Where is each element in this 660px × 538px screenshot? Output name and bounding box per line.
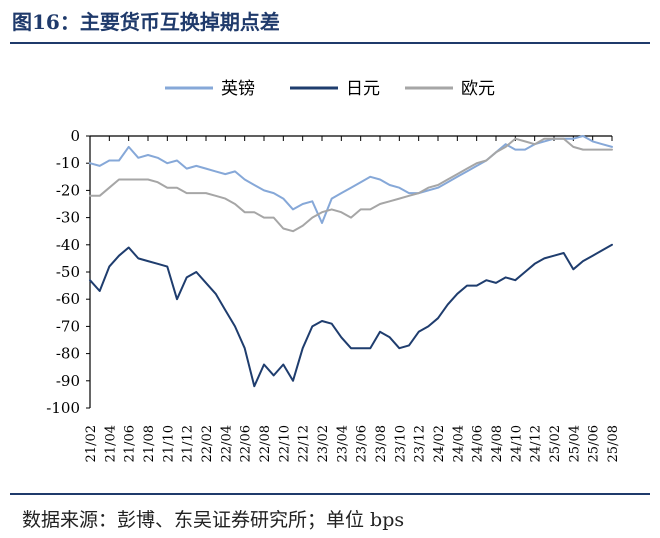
figure-title: 图16：主要货币互换掉期点差 (12, 10, 280, 34)
x-tick-label: 23/12 (413, 425, 428, 462)
x-tick-label: 22/12 (297, 425, 312, 462)
y-tick-label: -90 (56, 372, 80, 390)
y-tick-label: -80 (56, 345, 80, 363)
x-tick-label: 22/10 (277, 425, 292, 462)
x-tick-label: 23/10 (393, 425, 408, 462)
x-tick-label: 25/04 (567, 425, 582, 462)
x-tick-label: 22/04 (219, 425, 234, 462)
legend-label: 欧元 (461, 79, 495, 99)
series-line-1 (89, 135, 613, 224)
source-note: 数据来源：彭博、东吴证券研究所；单位 bps (22, 509, 405, 531)
y-tick-label: -50 (56, 263, 80, 281)
x-tick-label: 24/02 (432, 425, 447, 462)
chart-axes: 0 -10 -20 -30 -40 -50 -60 -70 -80 -90 -100 21/02 21/… (46, 127, 621, 462)
x-tick-label: 24/12 (529, 425, 544, 462)
legend-label: 英镑 (221, 79, 255, 99)
x-tick-label: 24/08 (490, 425, 505, 462)
legend-label: 日元 (346, 79, 380, 99)
top-divider (10, 42, 650, 44)
x-tick-label: 22/06 (239, 425, 254, 462)
x-tick-label: 23/06 (355, 425, 370, 462)
y-tick-label: 0 (70, 127, 80, 145)
y-tick-label: -100 (46, 399, 80, 417)
x-tick-label: 22/08 (258, 425, 273, 462)
chart-legend: 英镑 日元 欧元 (165, 79, 495, 99)
x-tick-label: 21/06 (123, 425, 138, 462)
x-tick-label: 24/04 (451, 425, 466, 462)
x-tick-label: 25/06 (587, 425, 602, 462)
x-tick-label: 24/06 (471, 425, 486, 462)
x-tick-label: 21/04 (103, 425, 118, 462)
x-tick-label: 25/02 (548, 425, 563, 462)
y-tick-label: -20 (56, 181, 80, 199)
x-tick-label: 21/12 (181, 425, 196, 462)
y-tick-label: -70 (56, 317, 80, 335)
x-tick-label: 21/10 (161, 425, 176, 462)
x-tick-label: 23/02 (316, 425, 331, 462)
y-tick-label: -10 (56, 154, 80, 172)
y-tick-label: -30 (56, 209, 80, 227)
x-tick-label: 24/10 (509, 425, 524, 462)
series-line-3 (89, 137, 613, 233)
x-tick-label: 23/08 (374, 425, 389, 462)
chart-plot-area (89, 135, 613, 388)
x-tick-label: 21/02 (84, 425, 99, 462)
bottom-divider (10, 493, 650, 495)
x-tick-label: 21/08 (142, 425, 157, 462)
y-tick-label: -60 (56, 290, 80, 308)
x-tick-label: 25/08 (606, 425, 621, 462)
x-tick-label: 23/04 (335, 425, 350, 462)
series-line-2 (89, 243, 613, 388)
x-tick-label: 22/02 (200, 425, 215, 462)
y-tick-label: -40 (56, 236, 80, 254)
